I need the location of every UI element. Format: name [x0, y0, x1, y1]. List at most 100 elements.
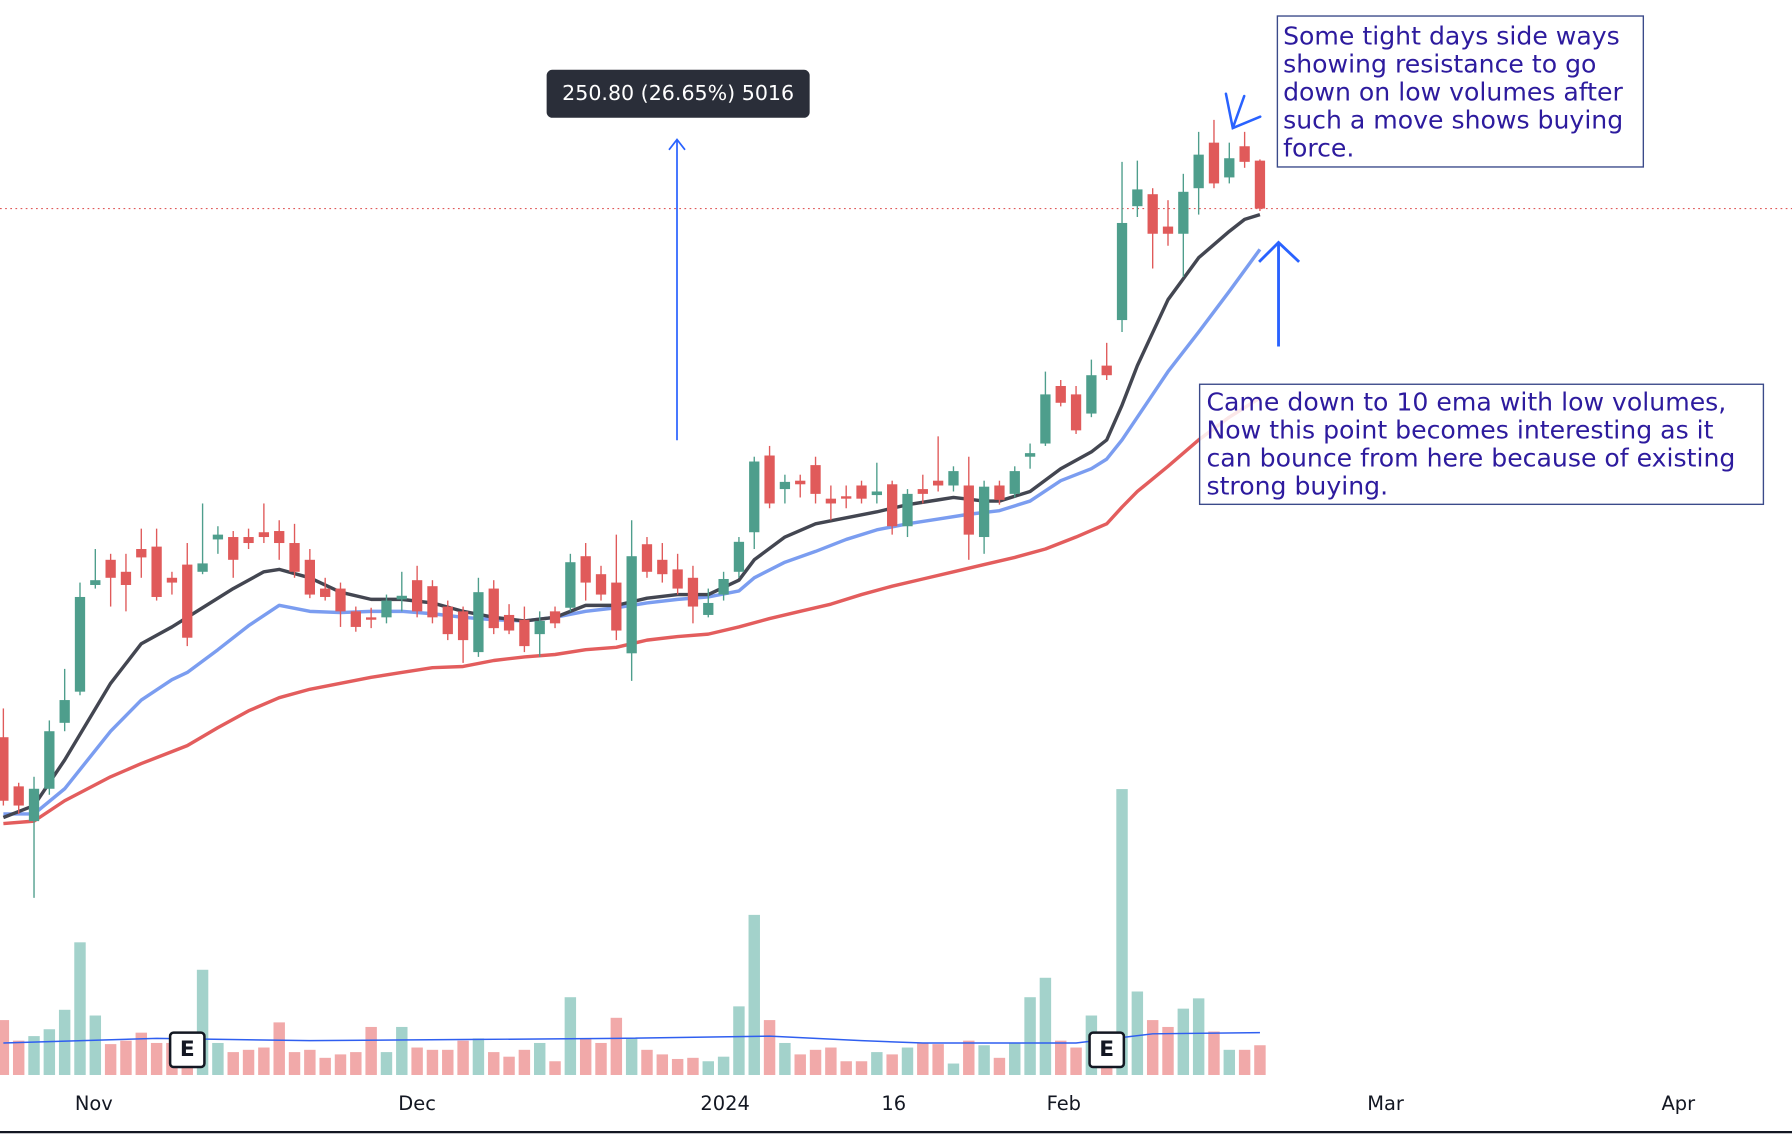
candle-body — [396, 595, 407, 600]
volume-bar — [871, 1052, 883, 1075]
volume-bar — [288, 1052, 301, 1075]
volume-bar — [947, 1063, 960, 1075]
volume-bar — [917, 1042, 929, 1075]
volume-bar — [426, 1049, 439, 1075]
candle-body — [841, 496, 852, 499]
volume-bar — [932, 1044, 944, 1075]
volume-bar — [1208, 1031, 1220, 1075]
candle-body — [856, 485, 867, 499]
volume-bar — [104, 1044, 117, 1075]
volume-bar — [411, 1047, 423, 1075]
candle-body — [580, 556, 591, 583]
volume-bar — [825, 1047, 837, 1075]
volume-bar — [227, 1052, 239, 1075]
volume-bar — [1070, 1047, 1082, 1075]
hand-arrow — [1224, 92, 1262, 130]
volume-bar — [396, 1026, 408, 1075]
volume-bar — [365, 1026, 377, 1075]
volume-bar — [1131, 991, 1144, 1075]
x-tick-label: Mar — [1367, 1092, 1404, 1115]
x-tick-label: Feb — [1047, 1092, 1081, 1115]
candle-body — [764, 455, 775, 504]
candle-body — [871, 491, 882, 496]
candle-body — [611, 582, 622, 631]
candle-body — [243, 537, 254, 544]
candle-body — [1024, 453, 1036, 457]
volume-bar — [1055, 1040, 1067, 1075]
volume-bar — [1116, 789, 1128, 1075]
candle-body — [304, 559, 315, 595]
candle-body — [810, 465, 821, 494]
x-tick-label: 16 — [881, 1092, 906, 1115]
volume-bar — [733, 1006, 745, 1075]
measure-tooltip — [546, 69, 810, 118]
candle-body — [1009, 471, 1020, 494]
x-tick-label: 2024 — [700, 1092, 749, 1115]
x-tick-label: Dec — [398, 1092, 436, 1115]
volume-bar — [442, 1049, 454, 1075]
volume-bar — [1254, 1045, 1266, 1075]
candle-body — [1040, 394, 1051, 444]
candle-body — [197, 563, 208, 572]
annotation-line: such a move shows buying — [1283, 106, 1623, 135]
candle-body — [228, 537, 239, 560]
measure-label: 250.80 (26.65%) 5016 — [562, 81, 794, 105]
candle-body — [1132, 189, 1143, 207]
ema-line — [3, 248, 1262, 816]
volume-bar — [901, 1047, 914, 1075]
earnings-marker — [168, 1031, 206, 1069]
volume-bar — [1146, 1020, 1159, 1075]
candle-body — [1162, 226, 1174, 234]
volume-bar — [671, 1058, 684, 1075]
volume-bar — [656, 1054, 669, 1075]
volume-bar — [488, 1052, 500, 1075]
annotation-line: force. — [1283, 134, 1354, 163]
candle-body — [350, 611, 361, 627]
candle-body — [151, 546, 162, 597]
candle-body — [289, 543, 300, 572]
volume-bar — [334, 1054, 347, 1075]
volume-bar — [763, 1020, 776, 1075]
volume-bar — [687, 1057, 699, 1075]
candle-body — [672, 569, 683, 589]
volume-bar — [196, 969, 209, 1075]
ema-line — [3, 396, 1261, 826]
volume-bar — [641, 1049, 653, 1075]
candle-body — [733, 541, 745, 572]
volume-bar — [89, 1015, 102, 1075]
candle-body — [978, 486, 990, 538]
volume-bar — [1192, 998, 1205, 1075]
candle-body — [657, 559, 668, 575]
volume-bar — [1009, 1042, 1021, 1075]
volume-bar — [472, 1038, 485, 1075]
candle-body — [549, 611, 561, 624]
candle-body — [1055, 385, 1066, 403]
candle-body — [136, 549, 147, 558]
candle-body — [902, 493, 913, 527]
annotation-line: Came down to 10 ema with low volumes, — [1206, 388, 1726, 417]
volume-bar — [319, 1057, 331, 1075]
volume-bar — [242, 1049, 255, 1075]
volume-bar — [28, 1036, 40, 1075]
candle-body — [703, 602, 714, 615]
volume-bar — [1039, 977, 1052, 1075]
candle-body — [44, 731, 55, 789]
volume-bar — [150, 1042, 163, 1075]
candle-body — [687, 577, 699, 607]
candle-body — [182, 564, 193, 638]
volume-bar — [993, 1057, 1006, 1075]
candle-body — [718, 578, 729, 595]
candle-body — [795, 480, 806, 485]
volume-bar — [625, 1038, 638, 1075]
candle-body — [1239, 146, 1250, 162]
candle-body — [90, 580, 101, 585]
volume-bar — [457, 1040, 469, 1075]
candle-body — [28, 788, 40, 822]
x-tick-label: Nov — [75, 1092, 113, 1115]
earnings-label: E — [1099, 1037, 1114, 1062]
volume-bar — [564, 997, 577, 1075]
x-tick-label: Apr — [1661, 1092, 1695, 1115]
volume-bar — [886, 1054, 898, 1075]
volume-bar — [135, 1032, 148, 1075]
candle-body — [320, 588, 331, 597]
